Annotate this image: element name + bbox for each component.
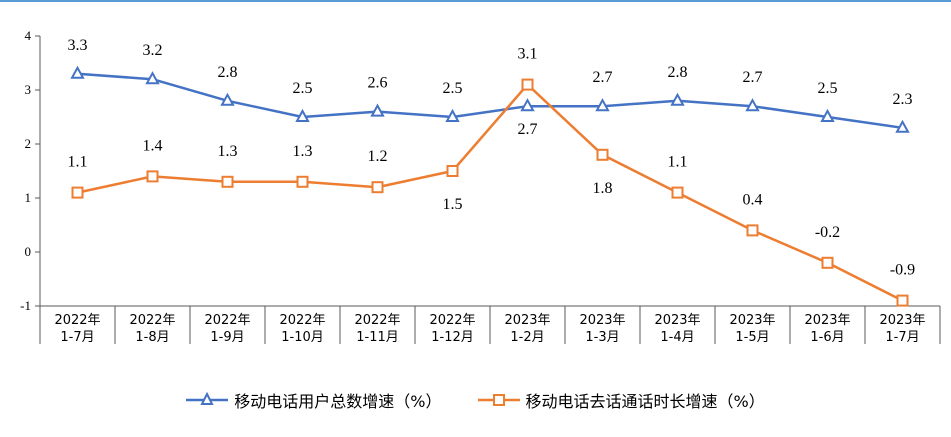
legend-label-subscribers: 移动电话用户总数增速（%）	[234, 392, 442, 411]
y-tick-label: 3	[25, 82, 32, 97]
x-tick-label-period: 1-7月	[885, 330, 919, 345]
data-label: 2.3	[893, 91, 913, 108]
data-label: 2.7	[743, 69, 763, 86]
data-label: 1.4	[143, 137, 163, 154]
data-label: 3.2	[143, 42, 163, 59]
data-point-triangle	[445, 108, 460, 122]
data-label: 2.7	[518, 121, 538, 138]
x-tick-label-period: 1-3月	[585, 330, 619, 345]
x-tick-label-period: 1-7月	[60, 330, 94, 345]
data-label: 1.1	[68, 154, 88, 171]
data-label: -0.9	[890, 262, 915, 279]
data-point-triangle	[895, 119, 910, 133]
series-line-1	[77, 83, 904, 302]
data-point-square	[446, 165, 459, 177]
y-tick-label: 1	[25, 190, 32, 205]
data-point-triangle	[370, 103, 385, 117]
data-point-triangle	[295, 108, 310, 122]
legend-item-call-duration: 移动电话去话通话时长增速（%）	[477, 388, 765, 412]
x-tick-label-year: 2022年	[54, 313, 100, 328]
data-label: 1.8	[593, 180, 613, 197]
data-point-triangle	[670, 92, 685, 106]
data-label: 1.3	[218, 143, 238, 160]
x-tick-label-period: 1-9月	[210, 330, 244, 345]
series-line-0	[77, 72, 903, 130]
data-point-triangle	[595, 98, 610, 112]
x-tick-label-year: 2023年	[879, 313, 925, 328]
data-point-square	[746, 224, 759, 237]
y-tick-label: 2	[25, 136, 32, 151]
x-tick-label-year: 2022年	[429, 313, 475, 328]
x-tick-label-year: 2022年	[354, 313, 400, 328]
data-label: 3.3	[68, 37, 88, 54]
line-chart: -1 0 1 2 3 4 2022年 1-7月 2022年 1-8月 2022年 1-9月 2022年 1…	[20, 28, 941, 345]
data-label: 2.8	[668, 64, 688, 81]
x-tick-label-year: 2023年	[729, 313, 775, 328]
y-tick-label: -1	[20, 298, 31, 313]
data-point-triangle	[70, 65, 85, 79]
legend: 移动电话用户总数增速（%） 移动电话去话通话时长增速（%）	[0, 388, 951, 412]
x-tick-label-period: 1-4月	[660, 330, 694, 345]
x-tick-label-period: 1-12月	[431, 330, 474, 345]
data-point-triangle	[220, 92, 235, 106]
x-tick-label-year: 2022年	[129, 313, 175, 328]
data-point-square	[521, 78, 534, 91]
data-label: 3.1	[518, 46, 538, 63]
data-label: 2.7	[593, 69, 613, 86]
y-tick-label: 0	[25, 244, 32, 259]
x-tick-label-period: 1-2月	[510, 330, 544, 345]
data-label: 0.4	[743, 191, 763, 208]
data-point-square	[146, 170, 159, 183]
x-tick-label-year: 2023年	[579, 313, 625, 328]
top-border	[0, 0, 951, 2]
data-point-square	[596, 148, 609, 161]
y-tick-label: 4	[25, 28, 32, 43]
data-label: 2.8	[218, 64, 238, 81]
data-label: -0.2	[815, 224, 840, 241]
x-tick-label-year: 2022年	[204, 313, 250, 328]
data-label: 2.5	[293, 80, 313, 97]
data-point-square	[71, 186, 84, 199]
data-point-square	[221, 175, 234, 188]
x-tick-label-year: 2023年	[504, 313, 550, 328]
data-label: 2.6	[368, 75, 388, 92]
data-point-triangle	[820, 108, 835, 122]
data-label: 2.5	[818, 80, 838, 97]
data-label: 2.5	[443, 80, 463, 97]
data-point-square	[371, 181, 384, 194]
x-tick-label-period: 1-5月	[735, 330, 769, 345]
data-label: 1.3	[293, 143, 313, 160]
legend-triangle-marker-icon	[186, 392, 229, 405]
x-tick-label-period: 1-10月	[281, 330, 324, 345]
x-tick-label-period: 1-8月	[135, 330, 169, 345]
data-label: 1.1	[668, 154, 688, 171]
legend-square-marker-icon	[477, 394, 520, 406]
data-label: 1.5	[443, 196, 463, 213]
data-point-triangle	[520, 98, 535, 112]
legend-label-call-duration: 移动电话去话通话时长增速（%）	[525, 392, 765, 411]
x-tick-label-period: 1-11月	[356, 330, 399, 345]
x-tick-label-year: 2023年	[654, 313, 700, 328]
x-tick-label-year: 2022年	[279, 313, 325, 328]
data-label: 1.2	[368, 148, 388, 165]
data-point-square	[671, 186, 684, 199]
x-tick-label-period: 1-6月	[810, 330, 844, 345]
data-point-square	[296, 175, 309, 188]
data-point-square	[896, 294, 909, 307]
data-point-triangle	[145, 71, 160, 85]
x-tick-label-year: 2023年	[804, 313, 850, 328]
legend-item-subscribers: 移动电话用户总数增速（%）	[186, 388, 442, 412]
data-point-square	[821, 256, 834, 269]
data-point-triangle	[745, 98, 760, 112]
